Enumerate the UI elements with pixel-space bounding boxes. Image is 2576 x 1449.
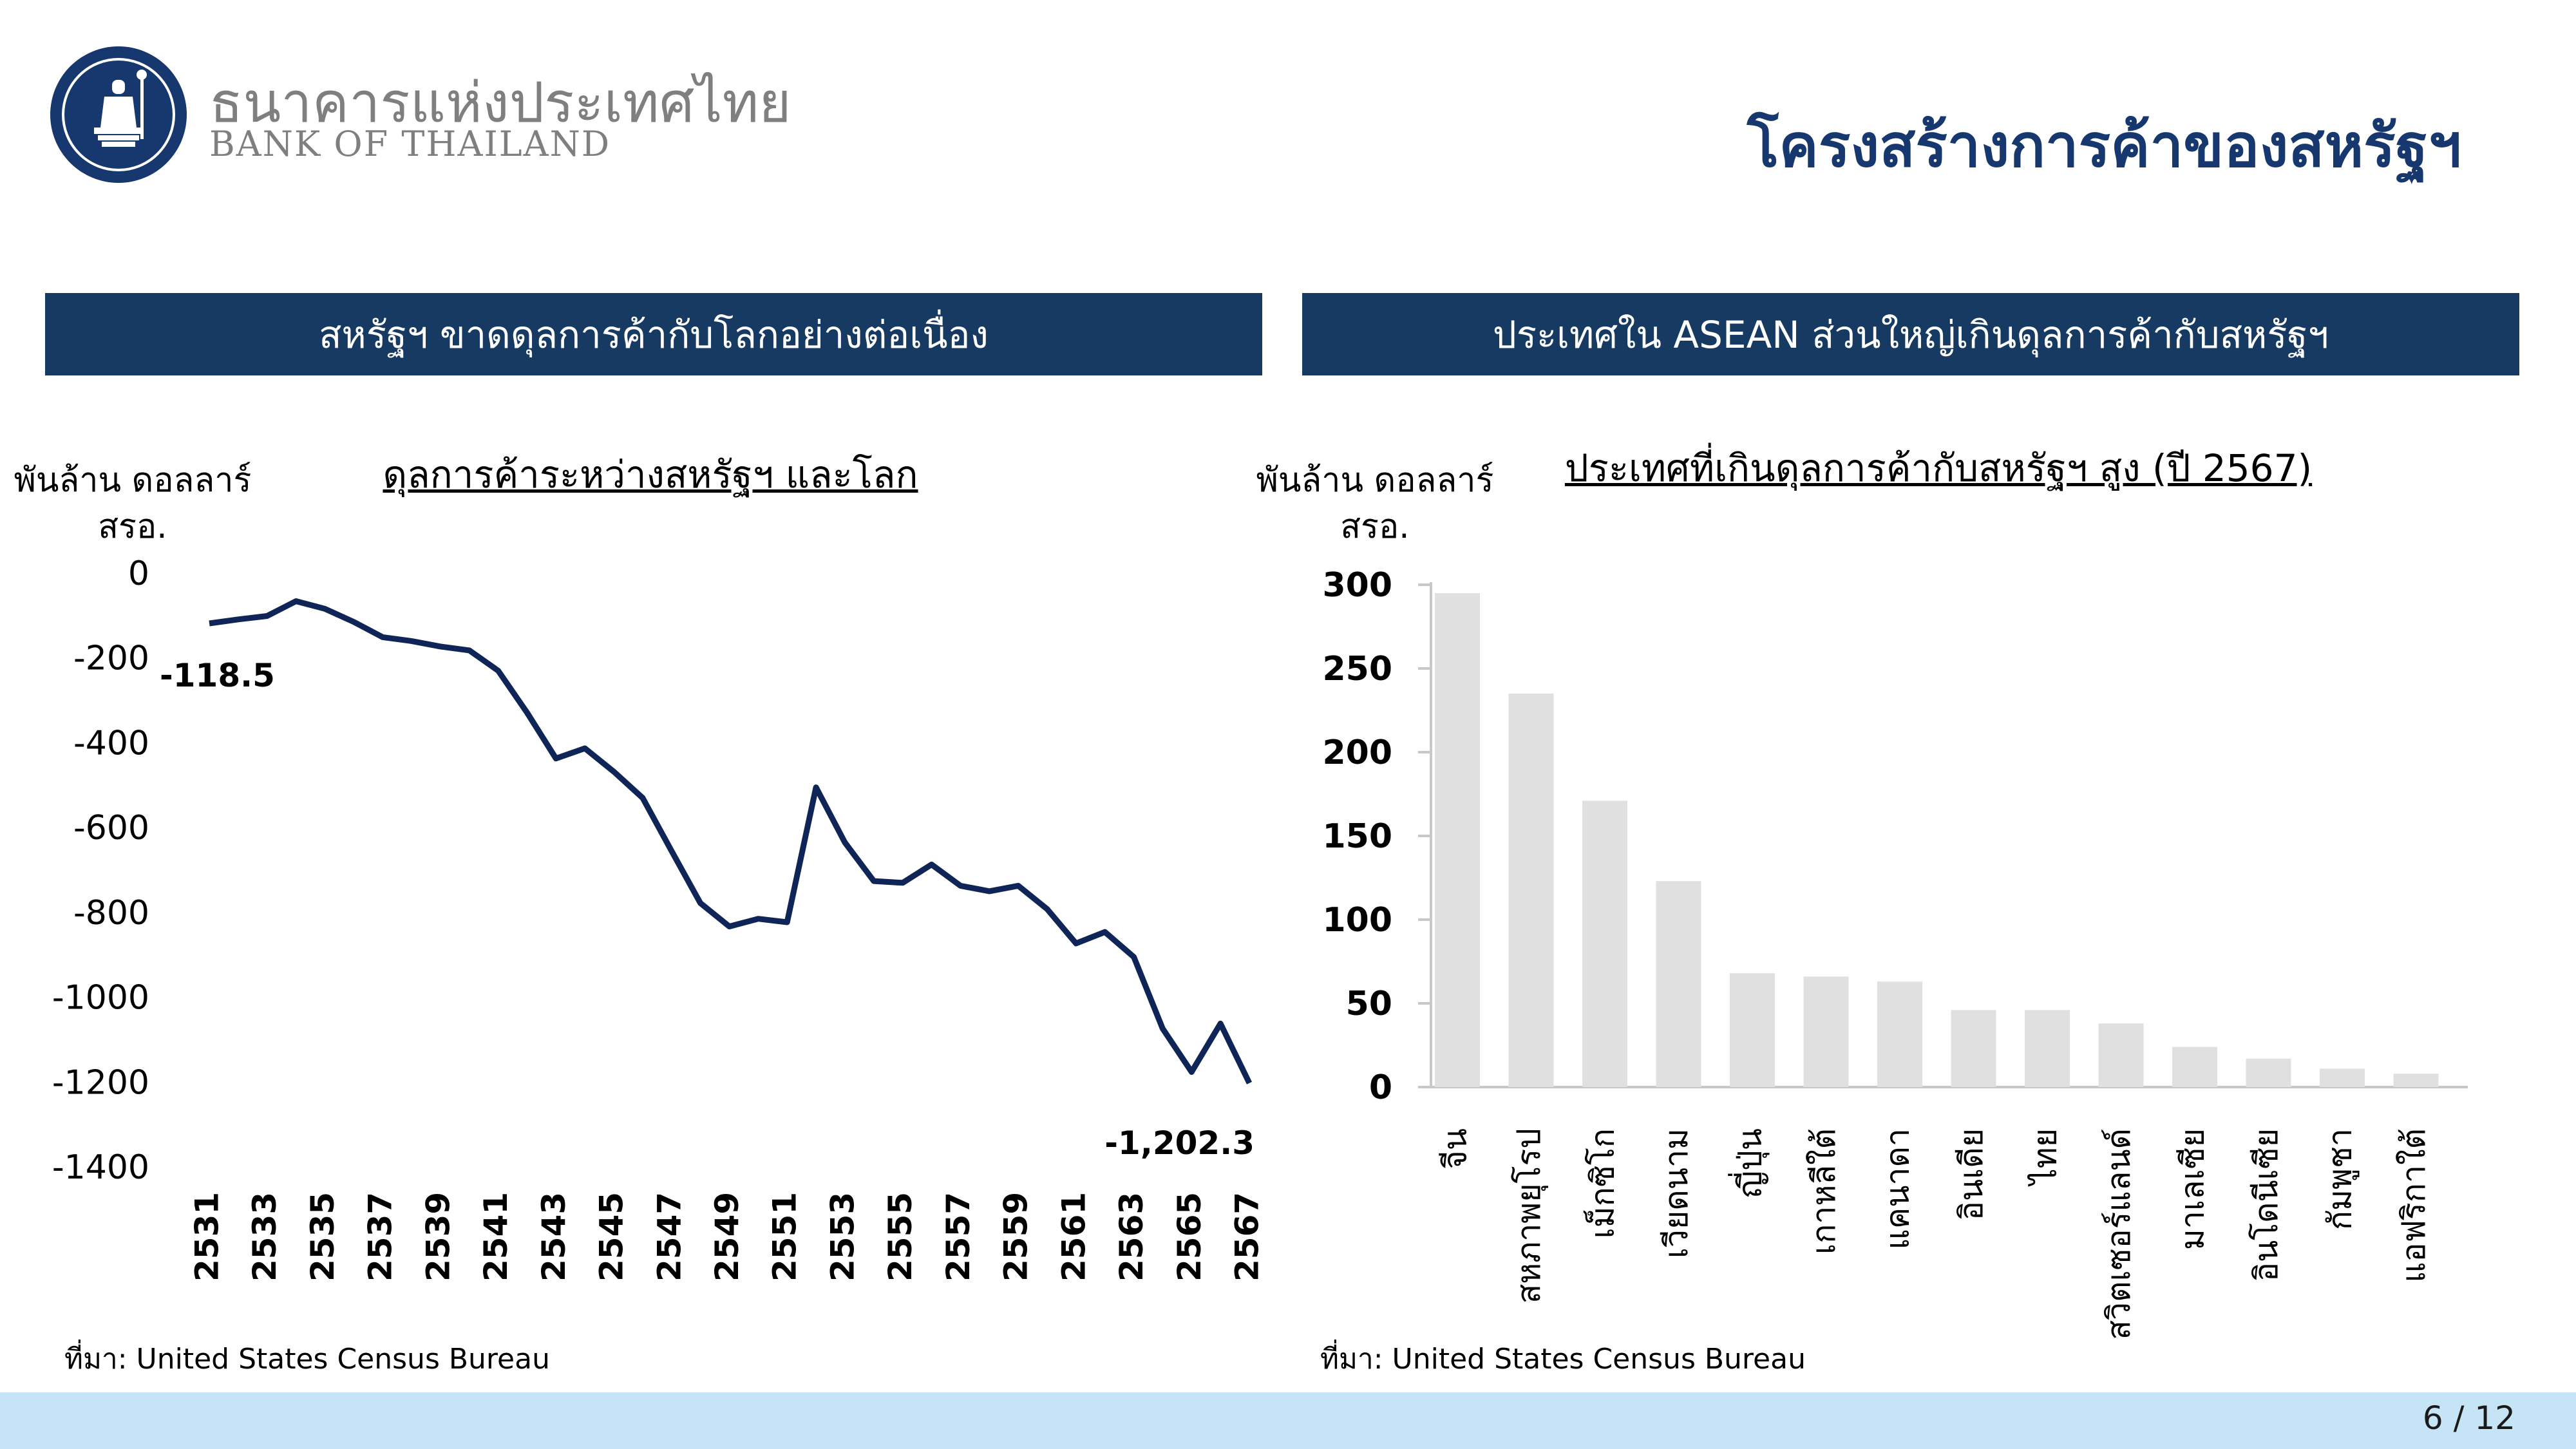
y-tick-label: -800 [73,894,149,933]
x-tick-label: 2563 [1113,1192,1150,1282]
trade-balance-line-chart: 0 -200 -400 -600 -800 -1000 -1200 -1400 2531 2533… [52,554,1266,1282]
category-label: เม็กซิโก [1584,1128,1622,1238]
category-label: แอฟริกาใต้ [2395,1128,2432,1283]
left-source-note: ที่มา: United States Census Bureau [64,1343,550,1376]
y-tick-label: -1000 [52,979,149,1018]
y-tick-label: 0 [128,554,149,593]
x-tick-label: 2535 [304,1192,341,1282]
bar-3 [1582,800,1627,1087]
x-tick-label: 2559 [998,1192,1035,1282]
bank-logo-ring [62,58,175,171]
last-value-label: -1,202.3 [1104,1124,1255,1162]
x-tick-label: 2553 [824,1192,861,1282]
bar-8 [1951,1010,1996,1087]
x-tick-label: 2555 [882,1192,919,1282]
first-value-label: -118.5 [160,657,275,694]
y-tick-label: -400 [73,724,149,762]
bar-chart-unit-label: พันล้าน ดอลลาร์ สรอ. [1256,461,1494,546]
line-chart-unit-label: พันล้าน ดอลลาร์ สรอ. [14,461,252,546]
category-label: แคนาดา [1879,1128,1917,1249]
y-tick-label: 300 [1322,566,1392,605]
right-source-note: ที่มา: United States Census Bureau [1320,1343,1806,1376]
seated-figure-icon [94,70,147,147]
slide-title: โครงสร้างการค้าของสหรัฐฯ [1747,111,2461,180]
bar-12 [2246,1058,2291,1087]
x-tick-label: 2531 [189,1192,226,1282]
x-tick-label: 2557 [940,1192,977,1282]
line-chart-title: ดุลการค้าระหว่างสหรัฐฯ และโลก [383,453,918,497]
y-tick-label: -200 [73,639,149,678]
bar-13 [2320,1068,2365,1087]
bar-1 [1435,593,1480,1087]
trade-surplus-bar-chart: 300 250 200 150 100 50 0 จีน สหภาพยุโรป เม็กซิโก เ… [1322,566,2468,1340]
x-tick-label: 2539 [419,1192,457,1282]
x-tick-label: 2533 [246,1192,283,1282]
bar-14 [2393,1074,2439,1087]
page-number: 6 / 12 [2422,1399,2515,1437]
category-label: มาเลเซีย [2174,1128,2211,1250]
left-panel-banner: สหรัฐฯ ขาดดุลการค้ากับโลกอย่างต่อเนื่อง [45,293,1262,375]
bar-6 [1803,976,1849,1087]
y-tick-label: -1400 [52,1148,149,1187]
bar-chart-title: ประเทศที่เกินดุลการค้ากับสหรัฐฯ สูง (ปี … [1564,446,2313,490]
category-label: สวิตเซอร์แลนด์ [2100,1128,2137,1340]
y-tick-label: -600 [73,809,149,848]
footer-bar [0,1392,2576,1449]
category-label: กัมพูชา [2322,1128,2360,1230]
category-label: สหภาพยุโรป [1510,1128,1548,1303]
category-label: อินเดีย [1953,1128,1990,1220]
x-tick-label: 2551 [766,1192,804,1282]
category-label: จีน [1437,1128,1474,1169]
x-tick-label: 2537 [362,1192,399,1282]
y-tick-label: 50 [1346,985,1392,1023]
category-label: เกาหลีใต้ [1805,1128,1842,1255]
bar-9 [2025,1010,2070,1087]
bar-2 [1508,694,1554,1087]
y-tick-label: 150 [1322,817,1392,856]
category-label: เวียดนาม [1658,1128,1695,1258]
category-label: อินโดนีเซีย [2248,1128,2285,1282]
bar-11 [2172,1046,2217,1087]
x-tick-label: 2543 [535,1192,573,1282]
x-tick-label: 2541 [477,1192,515,1282]
bar-5 [1730,973,1775,1087]
x-tick-label: 2565 [1171,1192,1208,1282]
bank-name-thai: ธนาคารแห่งประเทศไทย [209,71,791,135]
x-tick-label: 2547 [650,1192,688,1282]
y-tick-label: 200 [1322,734,1392,772]
x-tick-label: 2561 [1055,1192,1092,1282]
x-tick-label: 2549 [708,1192,746,1282]
bar-10 [2098,1023,2144,1087]
y-tick-label: -1200 [52,1063,149,1102]
y-tick-label: 250 [1322,650,1392,688]
x-tick-label: 2567 [1229,1192,1266,1282]
category-label: ไทย [2027,1128,2064,1187]
y-tick-label: 100 [1322,901,1392,940]
bar-7 [1877,981,1922,1087]
right-panel-banner: ประเทศใน ASEAN ส่วนใหญ่เกินดุลการค้ากับส… [1302,293,2519,375]
category-label: ญี่ปุ่น [1728,1128,1770,1198]
bar-4 [1656,881,1701,1087]
y-tick-label: 0 [1369,1068,1392,1107]
trade-balance-series-line [209,598,1253,1084]
x-tick-label: 2545 [593,1192,630,1282]
bank-name-english: BANK OF THAILAND [209,124,611,164]
